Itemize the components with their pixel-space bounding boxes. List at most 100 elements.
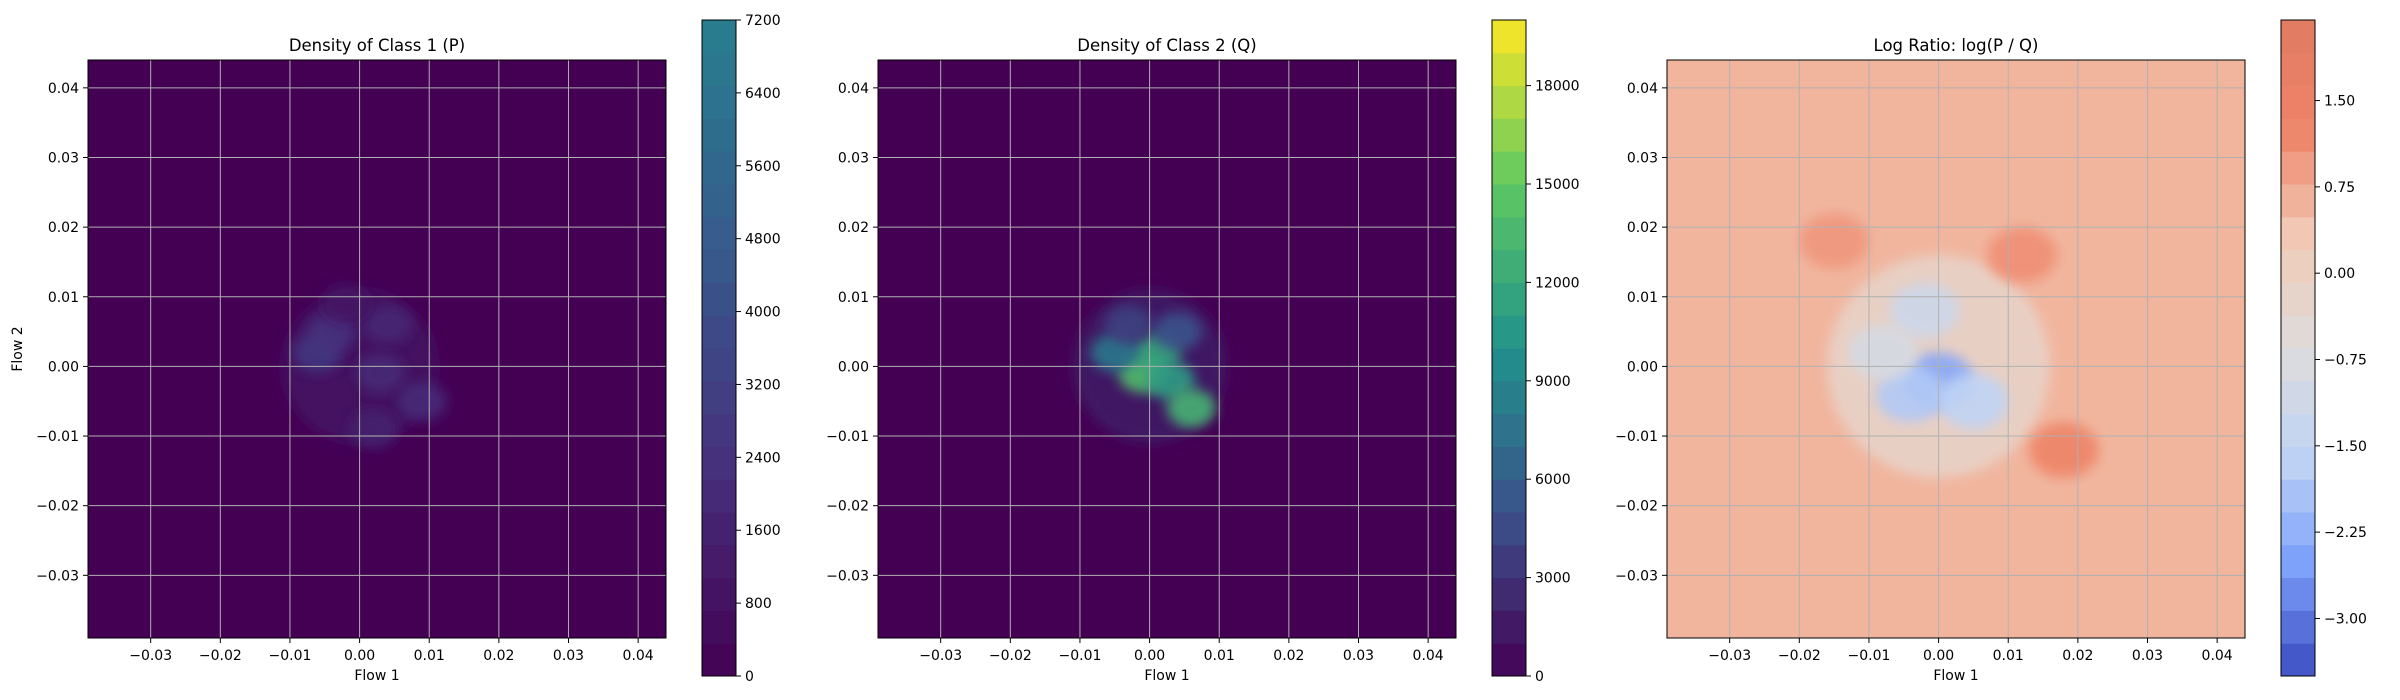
- colorbar: 1.50 0.75 0.00 −0.75 −1.50 −2.25 −3.00: [2280, 19, 2367, 677]
- plot-frame: [877, 59, 1457, 639]
- colorbar-band: [2281, 544, 2315, 579]
- y-tick-label: −0.03: [36, 568, 79, 584]
- panel-2: −0.03 −0.02 −0.01 0.00 0.01 0.02 0.03 0.04 0.04 0…: [826, 19, 1580, 685]
- x-tick-label: −0.01: [268, 648, 311, 664]
- colorbar-band: [1492, 85, 1526, 119]
- colorbar-band: [1492, 446, 1526, 480]
- x-tick-label: −0.01: [1847, 648, 1890, 664]
- colorbar-band: [1492, 249, 1526, 283]
- y-tick-label: −0.03: [826, 568, 869, 584]
- x-tick-label: 0.04: [1413, 648, 1444, 664]
- colorbar-band: [1492, 577, 1526, 611]
- y-tick-label: 0.03: [1627, 150, 1658, 166]
- colorbar-band: [1492, 610, 1526, 644]
- x-tick-label: 0.00: [1134, 648, 1165, 664]
- colorbar-band: [1492, 52, 1526, 87]
- y-tick-label: −0.01: [826, 429, 869, 445]
- colorbar-band: [2281, 643, 2315, 677]
- colorbar-band: [2281, 20, 2315, 54]
- colorbar-band: [2281, 446, 2315, 480]
- colorbar-band: [702, 249, 736, 283]
- x-tick-label: 0.01: [414, 648, 445, 664]
- x-tick-label: −0.01: [1058, 648, 1101, 664]
- x-tick-label: −0.03: [1708, 648, 1751, 664]
- x-axis-label: Flow 1: [1144, 668, 1189, 684]
- colorbar-band: [2281, 282, 2315, 316]
- chart-title: Density of Class 1 (P): [289, 36, 465, 55]
- y-tick-label: 0.01: [838, 290, 869, 306]
- colorbar-band: [1492, 20, 1526, 54]
- y-tick-label: −0.02: [1615, 499, 1658, 515]
- colorbar-tick-label: 4000: [745, 305, 781, 321]
- colorbar-band: [1492, 184, 1526, 218]
- y-tick-label: 0.02: [1627, 220, 1658, 236]
- density-hotspot-2: [1875, 366, 1946, 423]
- x-tick-label: 0.03: [2132, 648, 2163, 664]
- density-hotspot-6: [349, 409, 398, 449]
- colorbar-band: [2281, 85, 2315, 119]
- colorbar-band: [2281, 479, 2315, 513]
- colorbar-band: [702, 413, 736, 447]
- y-tick-label: 0.04: [838, 81, 869, 97]
- y-tick-label: 0.03: [48, 150, 79, 166]
- x-tick-label: 0.02: [2062, 648, 2093, 664]
- colorbar-tick-label: 3200: [745, 377, 781, 393]
- x-tick-label: 0.03: [1343, 648, 1374, 664]
- colorbar-band: [2281, 512, 2315, 546]
- colorbar-tick-label: 1600: [745, 523, 781, 539]
- colorbar-band: [2281, 249, 2315, 283]
- x-tick-label: 0.03: [553, 648, 584, 664]
- colorbar-tick-label: 6000: [1535, 472, 1571, 488]
- y-tick-label: 0.01: [1627, 290, 1658, 306]
- colorbar-tick-label: 15000: [1535, 177, 1580, 193]
- colorbar: 18000 15000 12000 9000 6000 3000 0: [1491, 19, 1580, 685]
- density-hotspot-7: [1104, 305, 1154, 345]
- colorbar-band: [702, 512, 736, 546]
- x-tick-label: 0.01: [1993, 648, 2024, 664]
- density-hotspot-4: [356, 353, 405, 393]
- y-axis-label: Flow 2: [10, 326, 26, 371]
- density-hotspot-6: [1153, 312, 1202, 352]
- y-tick-label: 0.02: [48, 220, 79, 236]
- colorbar-band: [2281, 52, 2315, 87]
- colorbar-band: [1492, 512, 1526, 546]
- x-tick-label: −0.03: [919, 648, 962, 664]
- colorbar-band: [2281, 413, 2315, 447]
- colorbar-tick-label: 0.00: [2324, 266, 2355, 282]
- colorbar-band: [702, 184, 736, 218]
- colorbar-band: [1492, 151, 1526, 185]
- colorbar-tick-label: 3000: [1535, 571, 1571, 587]
- colorbar-band: [702, 544, 736, 579]
- y-tick-label: 0.04: [1627, 81, 1658, 97]
- colorbar-band: [702, 315, 736, 349]
- colorbar-band: [702, 643, 736, 677]
- density-hotspot-3: [363, 305, 412, 345]
- colorbar-tick-label: 800: [745, 596, 772, 612]
- colorbar-band: [1492, 315, 1526, 349]
- x-tick-label: 0.04: [623, 648, 654, 664]
- density-hotspot-5: [1848, 324, 1918, 381]
- plot-frame: [87, 59, 667, 639]
- colorbar-band: [702, 118, 736, 152]
- colorbar-tick-label: 2400: [745, 450, 781, 466]
- colorbar-band: [702, 282, 736, 316]
- x-tick-label: −0.03: [129, 648, 172, 664]
- colorbar-tick-label: 0.75: [2324, 180, 2355, 196]
- panel-1: −0.03 −0.02 −0.01 0.00 0.01 0.02 0.03 0.04 0.04 0…: [10, 13, 781, 685]
- colorbar-band: [702, 52, 736, 87]
- colorbar-band: [702, 577, 736, 611]
- colorbar-band: [2281, 348, 2315, 382]
- y-tick-label: 0.00: [838, 359, 869, 375]
- colorbar-band: [702, 446, 736, 480]
- panel-3: −0.03 −0.02 −0.01 0.00 0.01 0.02 0.03 0.04 0.04 0…: [1615, 19, 2367, 684]
- y-tick-label: −0.01: [1615, 429, 1658, 445]
- x-tick-label: 0.01: [1204, 648, 1235, 664]
- y-tick-label: −0.02: [826, 499, 869, 515]
- colorbar-band: [702, 348, 736, 382]
- colorbar-band: [702, 610, 736, 644]
- colorbar-band: [1492, 216, 1526, 251]
- colorbar-band: [2281, 184, 2315, 218]
- colorbar-band: [2281, 151, 2315, 185]
- colorbar-tick-label: 9000: [1535, 374, 1571, 390]
